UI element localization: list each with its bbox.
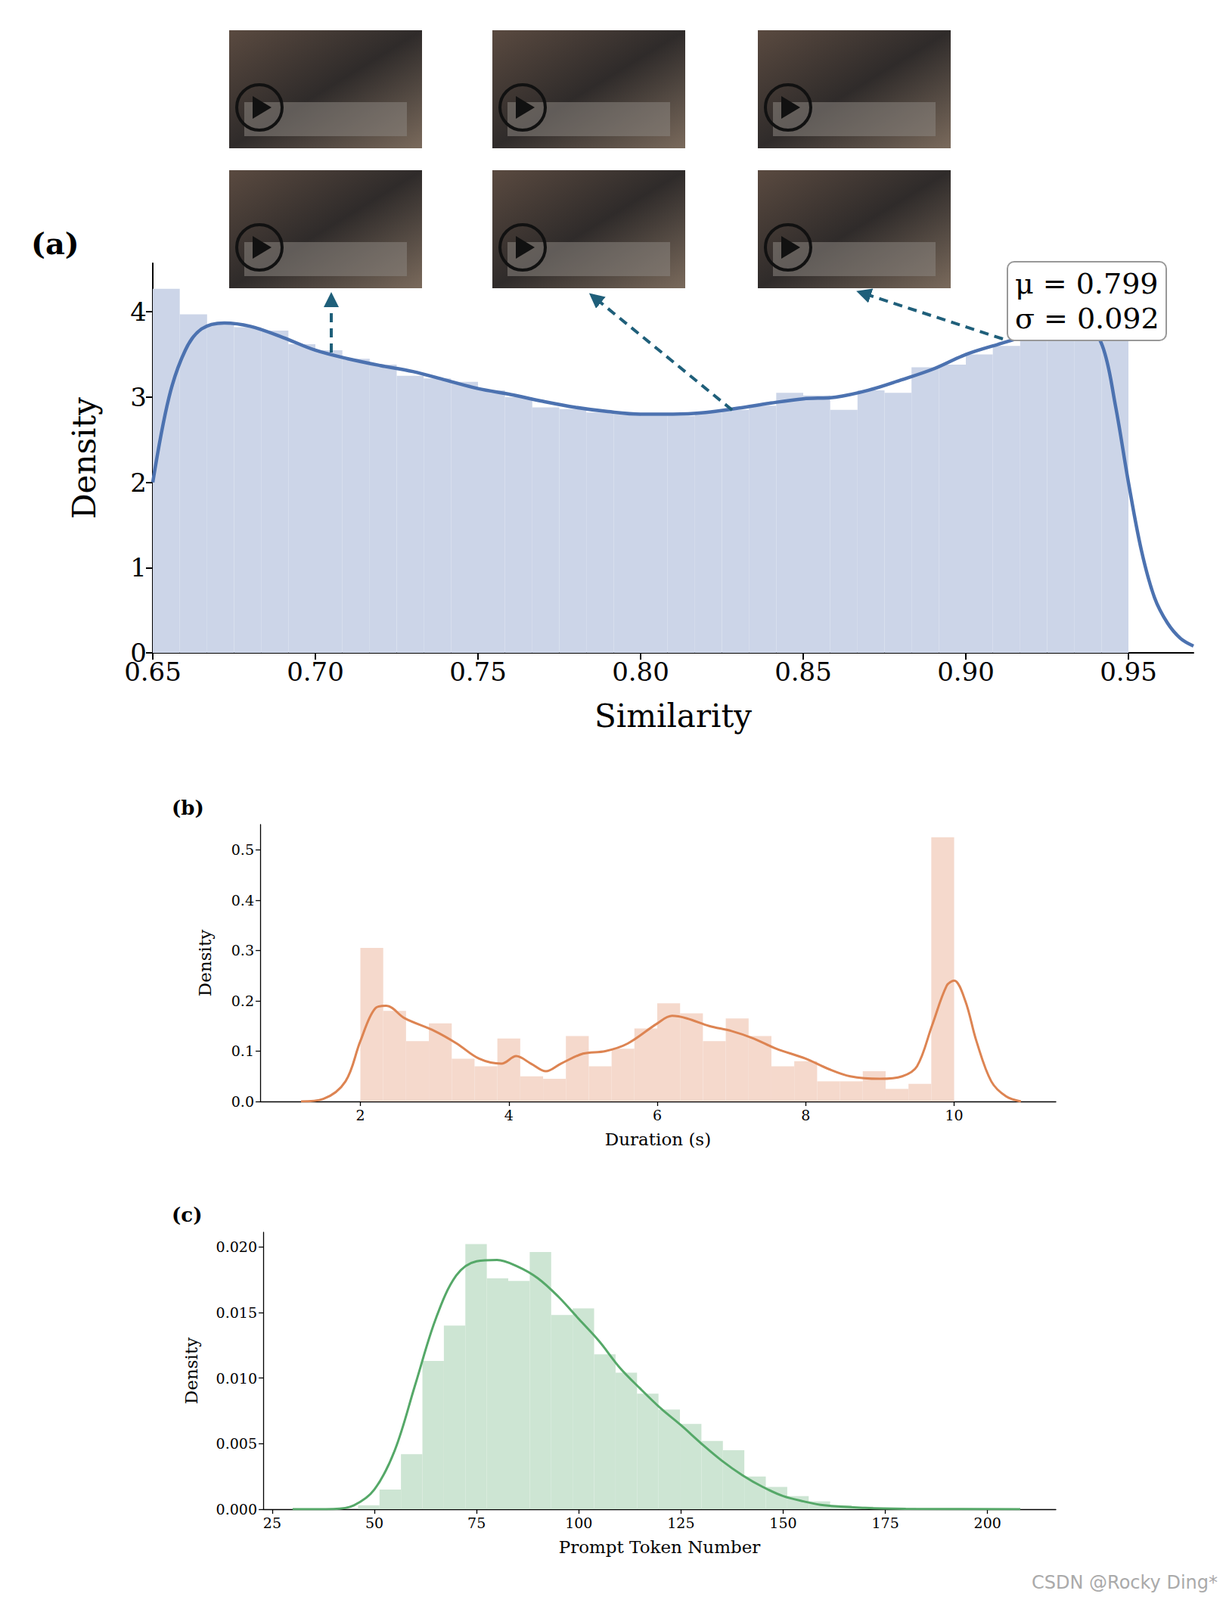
svg-text:(b): (b) — [171, 796, 205, 820]
svg-text:σ = 0.092: σ = 0.092 — [1014, 301, 1160, 336]
svg-text:0.020: 0.020 — [216, 1238, 258, 1255]
svg-text:0.2: 0.2 — [231, 992, 255, 1009]
svg-text:4: 4 — [504, 1106, 514, 1124]
svg-text:Similarity: Similarity — [594, 697, 752, 735]
svg-text:0.015: 0.015 — [216, 1303, 258, 1321]
svg-text:CSDN @Rocky Ding*: CSDN @Rocky Ding* — [1031, 1571, 1218, 1593]
svg-text:3: 3 — [130, 381, 147, 413]
svg-text:0.90: 0.90 — [937, 656, 995, 687]
svg-text:0.005: 0.005 — [216, 1434, 258, 1452]
svg-text:Density: Density — [181, 1337, 202, 1404]
svg-text:75: 75 — [467, 1514, 486, 1531]
svg-text:8: 8 — [800, 1106, 811, 1124]
svg-text:10: 10 — [944, 1106, 963, 1124]
svg-text:0.65: 0.65 — [124, 656, 182, 687]
svg-text:μ = 0.799: μ = 0.799 — [1014, 266, 1158, 301]
svg-text:50: 50 — [365, 1514, 384, 1531]
svg-text:0.75: 0.75 — [449, 656, 507, 687]
svg-text:100: 100 — [564, 1514, 593, 1531]
svg-text:0.4: 0.4 — [231, 891, 255, 909]
svg-text:2: 2 — [130, 467, 147, 498]
svg-text:0.0: 0.0 — [231, 1092, 255, 1110]
svg-text:0: 0 — [130, 637, 147, 668]
svg-text:0.80: 0.80 — [611, 656, 670, 687]
svg-text:200: 200 — [974, 1514, 1002, 1531]
svg-text:125: 125 — [667, 1514, 695, 1531]
svg-text:175: 175 — [871, 1514, 899, 1531]
svg-text:0.5: 0.5 — [231, 841, 255, 858]
svg-text:Duration (s): Duration (s) — [605, 1129, 711, 1149]
svg-text:150: 150 — [769, 1514, 797, 1531]
svg-text:Density: Density — [195, 929, 215, 997]
svg-text:0.000: 0.000 — [216, 1500, 258, 1518]
svg-text:6: 6 — [652, 1106, 662, 1124]
svg-text:(a): (a) — [31, 225, 80, 261]
svg-text:0.1: 0.1 — [231, 1042, 255, 1059]
svg-text:Prompt Token Number: Prompt Token Number — [558, 1536, 761, 1557]
svg-text:25: 25 — [263, 1514, 282, 1531]
svg-text:1: 1 — [130, 552, 147, 583]
svg-text:(c): (c) — [171, 1203, 202, 1226]
svg-text:0.95: 0.95 — [1099, 656, 1158, 687]
svg-text:0.3: 0.3 — [231, 941, 255, 959]
svg-text:0.010: 0.010 — [216, 1369, 258, 1387]
svg-text:0.70: 0.70 — [286, 656, 345, 687]
svg-text:0.85: 0.85 — [774, 656, 832, 687]
svg-text:4: 4 — [130, 296, 147, 327]
svg-text:Density: Density — [65, 397, 103, 519]
svg-text:2: 2 — [355, 1106, 365, 1124]
